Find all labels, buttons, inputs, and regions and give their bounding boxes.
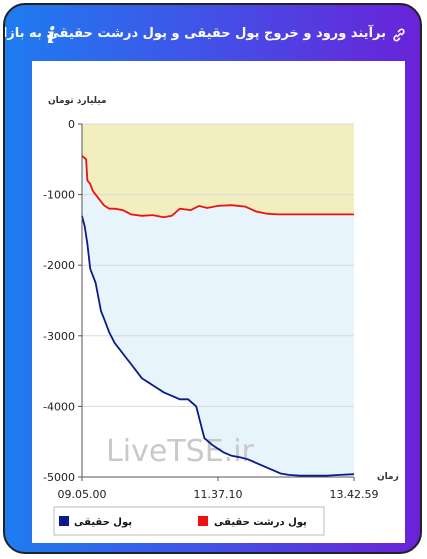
watermark: LiveTSE.ir <box>106 434 254 469</box>
chart-card: برآیند ورود و خروج پول حقیقی و پول درشت … <box>3 3 422 554</box>
area-between <box>82 155 354 476</box>
link-icon[interactable] <box>392 27 406 46</box>
y-tick-label: 0 <box>68 118 75 131</box>
chart-panel: LiveTSE.ir 0 -1000 -2000 -3000 -4000 -5000 09.… <box>32 61 405 543</box>
x-tick-label: 11.37.10 <box>194 488 243 501</box>
x-tick-label: 13.42.59 <box>330 488 379 501</box>
legend-label-real: پول حقیقی <box>74 517 132 528</box>
y-tick-label: -5000 <box>43 471 75 484</box>
series-line-real-money <box>81 215 355 477</box>
line-chart: LiveTSE.ir 0 -1000 -2000 -3000 -4000 -5000 09.… <box>43 96 399 536</box>
y-tick-label: -2000 <box>43 259 75 272</box>
chart-title: برآیند ورود و خروج پول حقیقی و پول درشت … <box>3 26 386 41</box>
card-header: برآیند ورود و خروج پول حقیقی و پول درشت … <box>5 5 420 61</box>
legend-swatch-real <box>59 516 69 526</box>
legend: پول حقیقی پول درشت حقیقی <box>53 506 325 536</box>
y-tick-label: -4000 <box>43 400 75 413</box>
area-upper <box>82 124 354 218</box>
x-tick-label: 09.05.00 <box>58 488 107 501</box>
info-icon[interactable]: i <box>47 23 56 49</box>
legend-swatch-big <box>198 516 208 526</box>
x-axis-label: زمان <box>377 472 399 482</box>
y-tick-label: -3000 <box>43 330 75 343</box>
series-line-big-real-money <box>81 155 354 219</box>
y-axis-label: میلیارد تومان <box>48 96 107 106</box>
legend-label-big: پول درشت حقیقی <box>214 517 307 528</box>
y-tick-label: -1000 <box>43 189 75 202</box>
